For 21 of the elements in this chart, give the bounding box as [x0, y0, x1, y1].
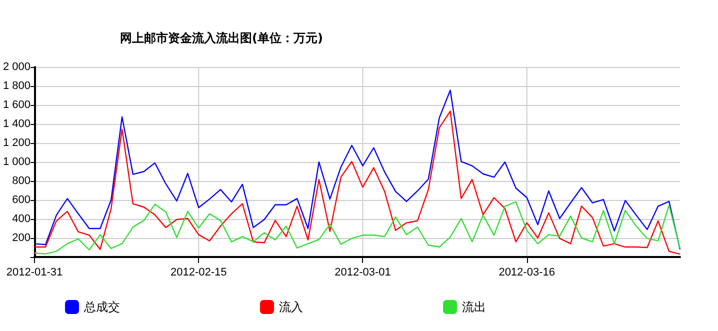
x-tick-label: 2012-01-31	[6, 266, 63, 278]
y-tick-label: 1 200	[2, 137, 31, 149]
y-tick-label: 1 000	[2, 156, 31, 168]
chart-title: 网上邮市资金流入流出图(单位：万元)	[120, 31, 323, 45]
line-series	[34, 201, 681, 255]
y-tick-label: 1 400	[2, 118, 31, 130]
x-tick-label: 2012-02-15	[170, 266, 227, 278]
y-tick-label: 400	[12, 213, 31, 225]
y-tick-label: 200	[12, 232, 31, 244]
legend-label: 流入	[279, 300, 303, 314]
line-series	[34, 110, 681, 255]
legend-label: 流出	[462, 300, 486, 314]
y-tick-label: 600	[12, 194, 31, 206]
y-tick-label: 1 800	[2, 80, 31, 92]
x-tick-label: 2012-03-16	[498, 266, 555, 278]
y-tick-label: 1 600	[2, 99, 31, 111]
y-tick-label: 800	[12, 175, 31, 187]
line-series	[34, 90, 681, 250]
legend-label: 总成交	[83, 300, 120, 314]
y-tick-label: 2 000	[2, 61, 31, 73]
x-tick-label: 2012-03-01	[334, 266, 391, 278]
